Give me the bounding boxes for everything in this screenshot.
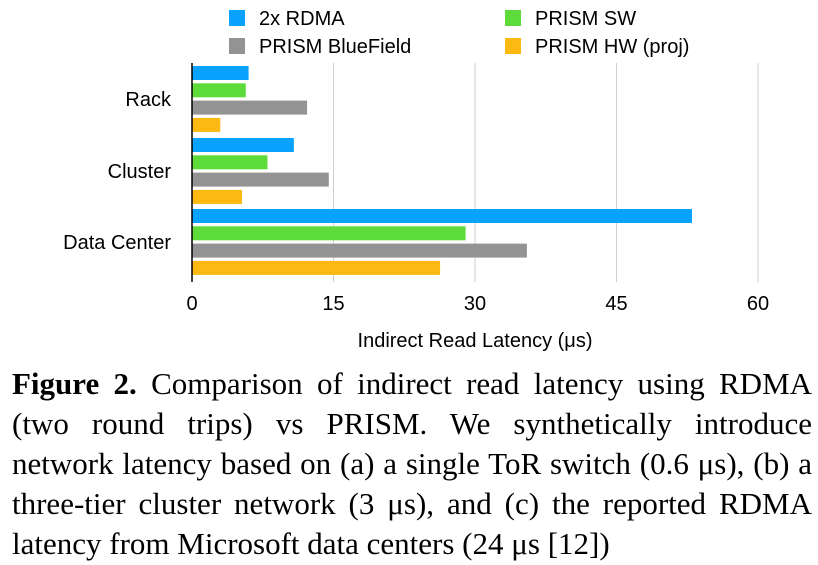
x-tick-label-45: 45 [605,293,627,315]
bar-data-center-prism-sw [192,226,466,241]
legend-swatch-prism-bluefield [229,38,245,54]
legend-label-prism-hw-proj: PRISM HW (proj) [535,36,689,58]
bar-rack-prism-sw [192,83,246,98]
caption-text: Comparison of indirect read latency usin… [12,366,813,561]
bar-cluster-prism-sw [192,155,268,170]
bar-data-center-prism-bluefield [192,243,527,258]
legend-swatch-prism-hw-proj [505,38,521,54]
x-tick-label-60: 60 [747,293,769,315]
legend-label-2x-rdma: 2x RDMA [259,8,345,30]
bar-rack-prism-bluefield [192,100,308,115]
bar-data-center-prism-hw-proj [192,260,441,275]
caption-label: Figure 2. [12,366,137,401]
bar-rack-2x-rdma [192,66,249,80]
legend-label-prism-sw: PRISM SW [535,8,636,30]
category-label-rack: Rack [125,89,172,111]
axis: 0 15 30 45 60 [186,63,769,315]
category-label-data-center: Data Center [63,232,171,254]
bar-cluster-2x-rdma [192,138,294,152]
x-tick-label-30: 30 [464,293,486,315]
legend: 2x RDMA PRISM SW PRISM BlueField PRISM HW (… [229,8,689,58]
category-label-cluster: Cluster [108,161,172,183]
bar-cluster-prism-hw-proj [192,189,242,204]
x-tick-label-0: 0 [186,293,197,315]
bar-rack-prism-hw-proj [192,117,221,132]
legend-swatch-2x-rdma [229,10,245,26]
legend-swatch-prism-sw [505,10,521,26]
legend-label-prism-bluefield: PRISM BlueField [259,36,411,58]
bar-data-center-2x-rdma [192,209,692,223]
figure-caption: Figure 2. Comparison of indirect read la… [12,364,812,564]
bar-chart: 2x RDMA PRISM SW PRISM BlueField PRISM HW (… [63,8,769,352]
bars: Rack Cluster Data Center [63,66,692,275]
x-axis-label: Indirect Read Latency (μs) [358,330,593,352]
bar-cluster-prism-bluefield [192,172,329,187]
x-tick-label-15: 15 [322,293,344,315]
